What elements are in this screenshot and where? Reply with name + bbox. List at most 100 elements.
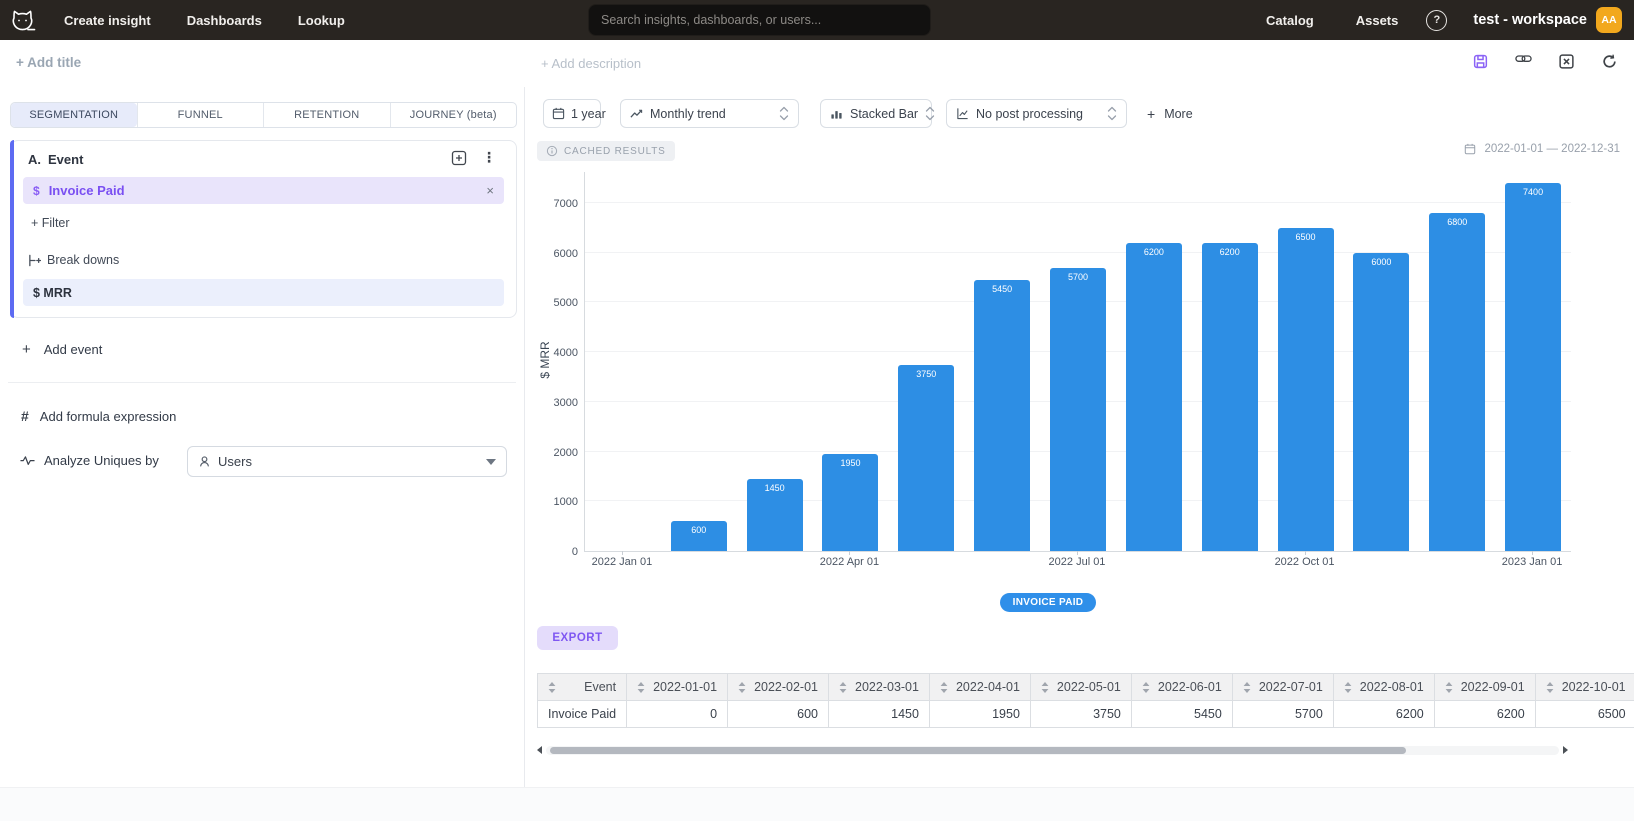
export-button[interactable]: EXPORT: [537, 626, 618, 650]
chart-type-value: Stacked Bar: [850, 107, 918, 121]
workspace-name[interactable]: test - workspace: [1473, 12, 1587, 28]
column-header-2022-09-01[interactable]: 2022-09-01: [1434, 674, 1535, 701]
top-nav: Create insight Dashboards Lookup Catalog A…: [0, 0, 1634, 40]
tab-journey-beta[interactable]: JOURNEY (beta): [390, 103, 517, 127]
remove-event-icon[interactable]: ×: [486, 183, 494, 198]
nav-item-dashboards[interactable]: Dashboards: [187, 13, 262, 28]
column-header-2022-02-01[interactable]: 2022-02-01: [728, 674, 829, 701]
add-event-button[interactable]: + Add event: [22, 341, 102, 358]
bar-2022-12-01[interactable]: 6800: [1429, 213, 1485, 551]
avatar[interactable]: AA: [1596, 7, 1622, 33]
bar-2022-08-01[interactable]: 6200: [1126, 243, 1182, 551]
bar-2022-10-01[interactable]: 6500: [1278, 228, 1334, 551]
bar-2022-09-01[interactable]: 6200: [1202, 243, 1258, 551]
bar-2022-11-01[interactable]: 6000: [1353, 253, 1409, 551]
bar-value-label: 6800: [1429, 217, 1485, 227]
column-label: 2022-05-01: [1057, 680, 1121, 694]
column-header-2022-05-01[interactable]: 2022-05-01: [1030, 674, 1131, 701]
trend-value: Monthly trend: [650, 107, 726, 121]
breakdown-value-row[interactable]: $ MRR: [23, 279, 504, 306]
date-range-preset-button[interactable]: 1 year: [543, 99, 601, 128]
close-insight-icon[interactable]: [1558, 53, 1575, 70]
event-card-header: A.Event: [28, 152, 83, 167]
column-header-2022-10-01[interactable]: 2022-10-01: [1535, 674, 1634, 701]
column-header-2022-04-01[interactable]: 2022-04-01: [929, 674, 1030, 701]
event-name-cell: Invoice Paid: [538, 701, 627, 728]
date-range-display[interactable]: 2022-01-01 — 2022-12-31: [1464, 143, 1620, 155]
column-header-2022-08-01[interactable]: 2022-08-01: [1333, 674, 1434, 701]
info-icon: [546, 145, 558, 157]
duplicate-event-icon[interactable]: [451, 150, 467, 166]
x-tick-mark: [1532, 551, 1533, 555]
trend-granularity-select[interactable]: Monthly trend: [620, 99, 799, 128]
panel-divider: [8, 382, 516, 383]
event-menu-icon[interactable]: ⋮: [482, 149, 496, 166]
value-cell: 6200: [1434, 701, 1535, 728]
bar-2022-06-01[interactable]: 5450: [974, 280, 1030, 551]
x-tick-label: 2022 Apr 01: [789, 556, 909, 568]
bar-2022-03-01[interactable]: 1450: [747, 479, 803, 551]
column-header-2022-01-01[interactable]: 2022-01-01: [627, 674, 728, 701]
insight-toolbar: + Add title + Add description: [0, 40, 1634, 87]
top-nav-right: Catalog Assets ? test - workspace AA: [1266, 0, 1622, 40]
bar-value-label: 5450: [974, 284, 1030, 294]
chevron-updown-icon: [925, 106, 935, 121]
bar-2023-01-01[interactable]: 7400: [1505, 183, 1561, 551]
column-header-2022-06-01[interactable]: 2022-06-01: [1131, 674, 1232, 701]
bar-value-label: 5700: [1050, 272, 1106, 282]
scroll-right-icon[interactable]: [1563, 746, 1568, 754]
add-title-button[interactable]: + Add title: [16, 55, 81, 70]
column-label: 2022-06-01: [1158, 680, 1222, 694]
refresh-icon[interactable]: [1601, 53, 1618, 70]
scrollbar-thumb[interactable]: [550, 747, 1406, 754]
chart-type-select[interactable]: Stacked Bar: [820, 99, 932, 128]
nav-item-lookup[interactable]: Lookup: [298, 13, 345, 28]
global-search[interactable]: [588, 4, 931, 36]
copy-link-icon[interactable]: [1515, 53, 1532, 70]
event-letter: A.: [28, 152, 41, 167]
add-formula-button[interactable]: # Add formula expression: [21, 408, 176, 424]
bar-value-label: 7400: [1505, 187, 1561, 197]
scroll-left-icon[interactable]: [537, 746, 542, 754]
nav-item-create-insight[interactable]: Create insight: [64, 13, 151, 28]
bar-2022-04-01[interactable]: 1950: [822, 454, 878, 551]
save-icon[interactable]: [1472, 53, 1489, 70]
uniques-entity-select[interactable]: Users: [187, 446, 507, 477]
column-header-2022-07-01[interactable]: 2022-07-01: [1232, 674, 1333, 701]
chevron-updown-icon: [1107, 106, 1117, 121]
bar-2022-07-01[interactable]: 5700: [1050, 268, 1106, 551]
date-preset-value: 1 year: [571, 107, 606, 121]
breakdowns-button[interactable]: Break downs: [28, 253, 119, 267]
add-filter-button[interactable]: + Filter: [31, 216, 70, 230]
event-card-a: A.Event ⋮ $ Invoice Paid × + Filter Brea…: [10, 140, 517, 318]
y-tick-label: 4000: [554, 347, 578, 359]
selected-event-row[interactable]: $ Invoice Paid ×: [23, 177, 504, 204]
post-processing-select[interactable]: No post processing: [946, 99, 1127, 128]
column-header-2022-03-01[interactable]: 2022-03-01: [829, 674, 930, 701]
x-tick-mark: [1305, 551, 1306, 555]
tab-funnel[interactable]: FUNNEL: [137, 103, 264, 127]
search-input[interactable]: [588, 4, 931, 36]
plus-icon: +: [1147, 106, 1155, 122]
add-description-button[interactable]: + Add description: [541, 56, 641, 71]
plus-icon: +: [22, 341, 31, 358]
help-icon[interactable]: ?: [1426, 10, 1447, 31]
legend-item-invoice-paid[interactable]: INVOICE PAID: [1000, 593, 1097, 612]
bar-2022-02-01[interactable]: 600: [671, 521, 727, 551]
app-logo-icon[interactable]: [9, 8, 36, 32]
tab-retention[interactable]: RETENTION: [263, 103, 390, 127]
value-cell: 1950: [929, 701, 1030, 728]
scrollbar-track[interactable]: [546, 746, 1559, 755]
nav-item-catalog[interactable]: Catalog: [1266, 13, 1314, 28]
value-cell: 6200: [1333, 701, 1434, 728]
bar-2022-05-01[interactable]: 3750: [898, 365, 954, 551]
tab-segmentation[interactable]: SEGMENTATION: [11, 103, 137, 127]
breakdown-icon: [28, 254, 41, 267]
column-header-event[interactable]: Event: [538, 674, 627, 701]
more-options-button[interactable]: + More: [1147, 99, 1193, 128]
nav-item-assets[interactable]: Assets: [1356, 13, 1399, 28]
x-tick-label: 2022 Jul 01: [1017, 556, 1137, 568]
